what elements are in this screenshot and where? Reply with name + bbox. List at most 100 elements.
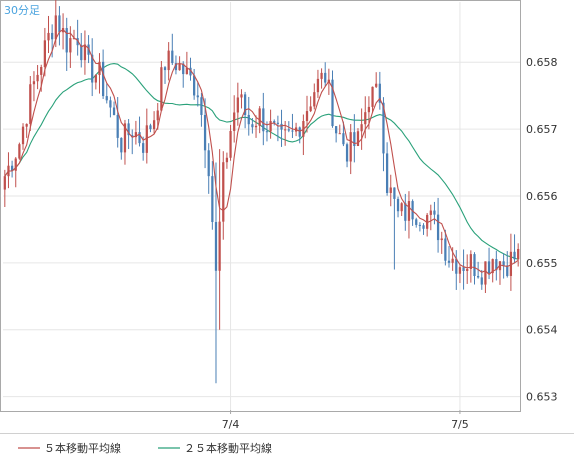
- candle-body: [225, 157, 229, 163]
- candle-body: [91, 54, 94, 83]
- x-axis: 7/4 7/5: [222, 410, 469, 431]
- candle-body: [134, 132, 138, 138]
- candle-body: [247, 114, 250, 125]
- candle-body: [429, 210, 432, 215]
- candle-body: [14, 158, 17, 171]
- candle-body: [316, 78, 320, 93]
- candle-body: [69, 38, 72, 53]
- candle-body: [83, 44, 87, 61]
- candle-body: [305, 111, 309, 122]
- candle-body: [356, 131, 360, 147]
- candle-body: [436, 214, 440, 241]
- candle-body: [171, 50, 174, 64]
- candle-body: [101, 61, 105, 97]
- candle-body: [98, 61, 101, 76]
- candle-body: [324, 72, 327, 83]
- candle-body: [389, 187, 392, 193]
- candle-body: [167, 50, 170, 71]
- candle-body: [54, 15, 57, 40]
- candle-body: [51, 32, 54, 40]
- candle-body: [123, 123, 127, 153]
- candle-body: [375, 83, 378, 87]
- candle-body: [131, 135, 134, 138]
- candle-body: [112, 107, 116, 115]
- candle-body: [400, 203, 403, 212]
- candle-body: [243, 94, 247, 115]
- candle-body: [160, 67, 163, 111]
- y-tick-label: 0.657: [526, 123, 558, 136]
- candle-body: [207, 150, 210, 177]
- candle-body: [203, 114, 207, 151]
- candle-body: [72, 38, 76, 40]
- candle-body: [58, 15, 61, 33]
- candle-body: [396, 198, 400, 212]
- candle-body: [138, 132, 141, 144]
- y-tick-label: 0.655: [526, 257, 558, 270]
- candle-body: [371, 86, 374, 107]
- y-tick-label: 0.654: [526, 324, 558, 337]
- candle-body: [495, 259, 498, 271]
- candle-body: [265, 131, 269, 133]
- candle-body: [462, 267, 465, 271]
- candle-body: [444, 238, 447, 261]
- candle-body: [440, 238, 443, 241]
- candle-body: [331, 79, 334, 127]
- candle-body: [36, 74, 39, 82]
- candle-body: [214, 222, 218, 271]
- candle-body: [404, 203, 407, 221]
- candle-body: [76, 38, 79, 46]
- sma-25-line: [4, 63, 519, 260]
- candle-body: [211, 176, 214, 223]
- y-tick-label: 0.653: [526, 391, 558, 404]
- candle-body: [367, 106, 371, 113]
- candle-body: [105, 96, 108, 101]
- candles: [3, 0, 520, 384]
- candle-body: [378, 83, 381, 103]
- candle-body: [433, 210, 436, 215]
- sma-5-polyline: [4, 28, 519, 276]
- candle-body: [455, 258, 458, 274]
- candle-body: [43, 40, 46, 68]
- candle-body: [254, 125, 258, 128]
- candle-body: [422, 225, 425, 229]
- candle-body: [182, 63, 185, 75]
- candle-body: [29, 84, 32, 124]
- grid-lines: [3, 2, 520, 410]
- candle-body: [156, 110, 159, 121]
- candle-body: [287, 129, 290, 131]
- candle-body: [451, 258, 454, 263]
- x-tick-label: 7/5: [451, 418, 469, 431]
- candle-body: [280, 123, 283, 130]
- candle-body: [189, 67, 192, 76]
- candle-body: [506, 265, 509, 276]
- legend: ５本移動平均線 ２５本移動平均線: [18, 441, 272, 455]
- candle-body: [345, 144, 349, 162]
- y-axis: 0.653 0.654 0.655 0.656 0.657 0.658: [526, 56, 558, 403]
- candle-body: [382, 102, 385, 154]
- candle-body: [473, 254, 476, 277]
- y-tick-label: 0.656: [526, 190, 558, 203]
- candle-body: [18, 144, 21, 159]
- candle-body: [313, 92, 316, 107]
- candle-body: [32, 81, 36, 85]
- candle-body: [236, 97, 239, 113]
- candle-body: [407, 201, 411, 221]
- x-tick-label: 7/4: [222, 418, 240, 431]
- legend-label-sma5: ５本移動平均線: [44, 441, 121, 455]
- candle-body: [342, 133, 345, 145]
- candle-body: [480, 277, 483, 285]
- candle-body: [10, 165, 14, 171]
- candle-body: [487, 261, 491, 274]
- candle-body: [364, 112, 367, 125]
- candle-body: [447, 260, 451, 263]
- candle-body: [291, 130, 294, 132]
- candle-body: [218, 221, 221, 271]
- candle-body: [116, 114, 119, 138]
- candle-body: [25, 123, 28, 127]
- candle-body: [477, 276, 480, 278]
- candle-body: [415, 219, 418, 225]
- candle-body: [517, 248, 520, 260]
- candle-body: [469, 254, 472, 269]
- candle-body: [200, 97, 203, 115]
